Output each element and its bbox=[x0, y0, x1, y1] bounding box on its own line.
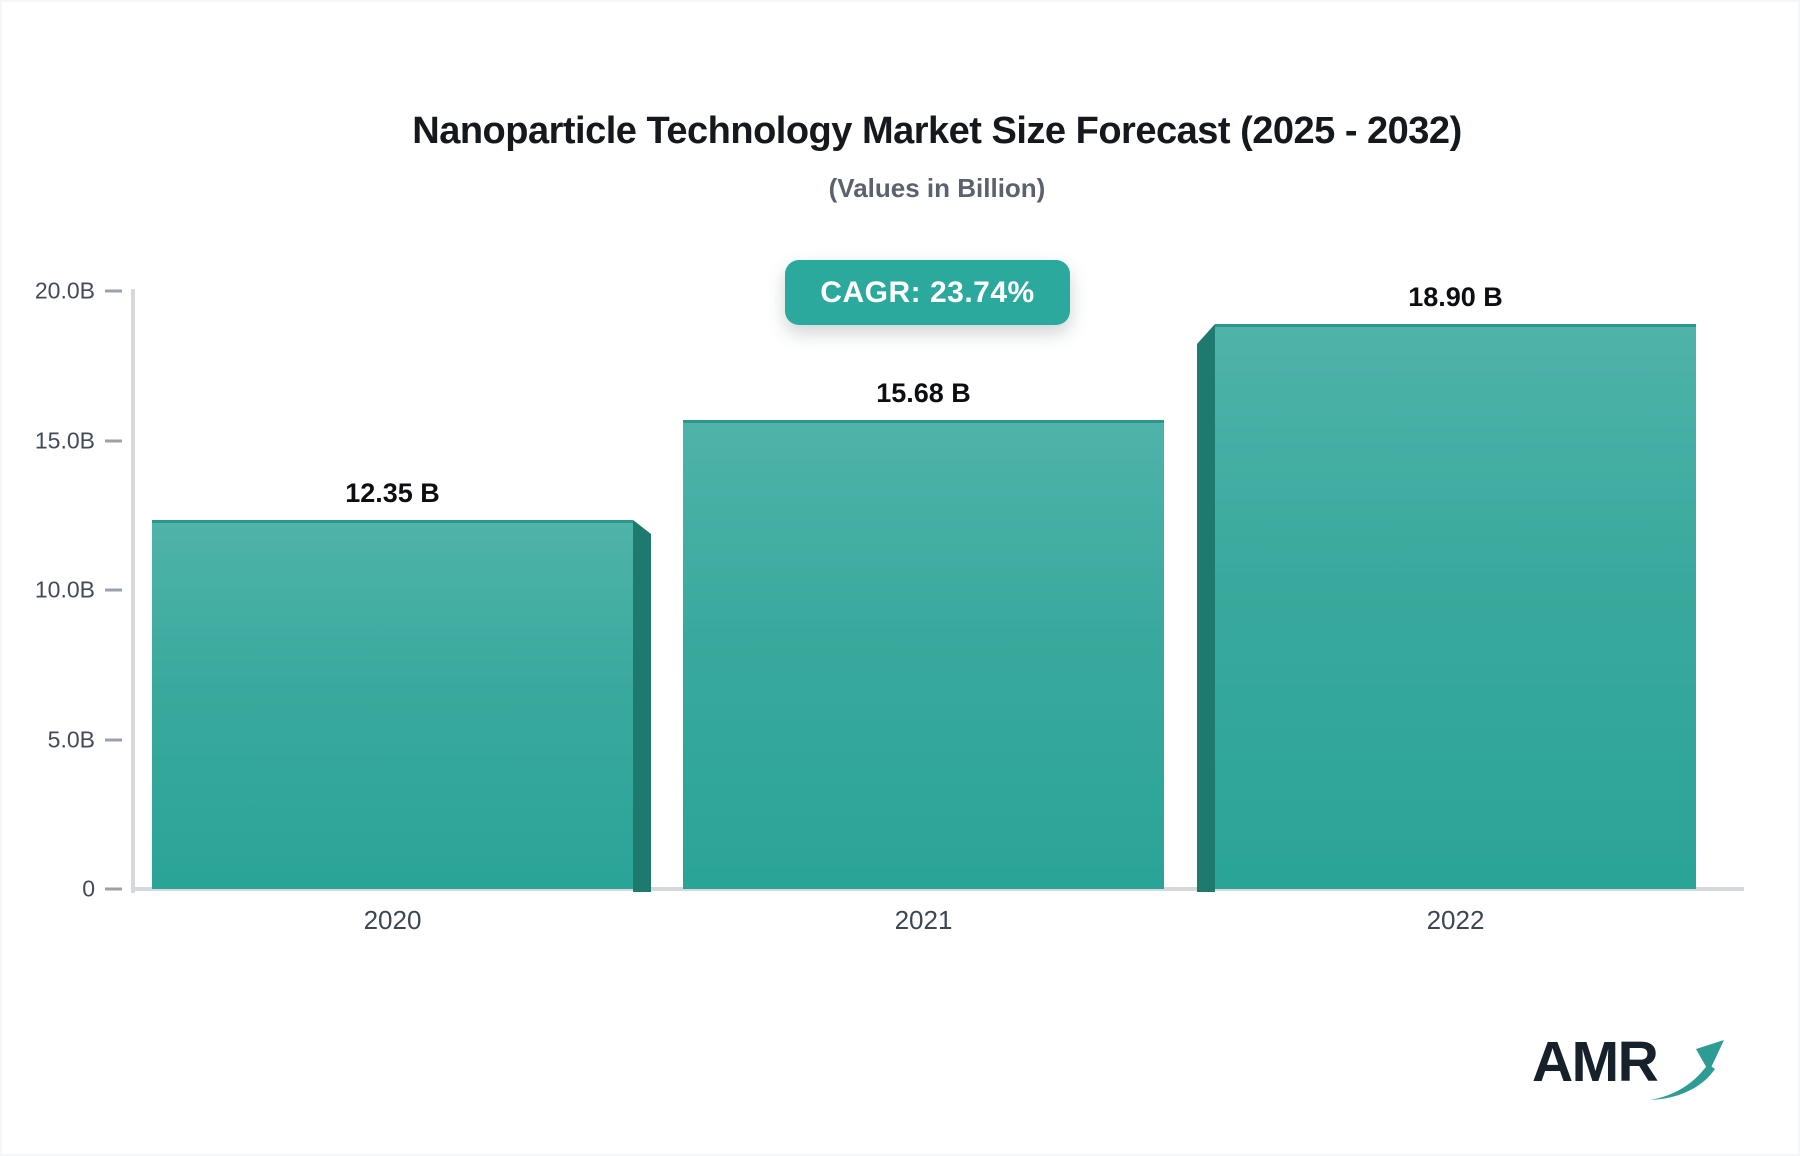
y-tick-label-4: 0 bbox=[82, 875, 95, 902]
chart-header: Nanoparticle Technology Market Size Fore… bbox=[72, 110, 1798, 204]
bar-3d-side-2020 bbox=[633, 520, 651, 892]
x-category-label-2020: 2020 bbox=[363, 905, 422, 935]
bar-2020 bbox=[152, 520, 633, 889]
y-tick-mark-3 bbox=[105, 738, 122, 741]
cagr-badge: CAGR: 23.74% bbox=[785, 260, 1070, 325]
y-tick-mark-0 bbox=[105, 289, 122, 293]
bar-2021 bbox=[683, 420, 1164, 889]
chart-title: Nanoparticle Technology Market Size Fore… bbox=[412, 110, 1462, 152]
y-tick-label-0: 20.0B bbox=[34, 277, 95, 304]
bar-3d-side-2022 bbox=[1197, 324, 1215, 892]
x-category-label-2021: 2021 bbox=[894, 905, 953, 935]
growth-arrow-icon bbox=[1650, 1040, 1725, 1100]
y-tick-mark-1 bbox=[105, 439, 122, 442]
bar-2022 bbox=[1215, 324, 1696, 889]
x-axis-baseline bbox=[131, 887, 1744, 891]
y-tick-mark-4 bbox=[105, 887, 122, 891]
y-tick-label-3: 5.0B bbox=[47, 726, 95, 752]
y-tick-label-1: 15.0B bbox=[34, 427, 95, 453]
bar-value-label-2020: 12.35 B bbox=[345, 478, 440, 508]
y-tick-label-2: 10.0B bbox=[34, 576, 95, 603]
cagr-badge-label: CAGR: 23.74% bbox=[820, 275, 1035, 309]
y-axis-line bbox=[131, 289, 135, 893]
x-category-label-2022: 2022 bbox=[1426, 905, 1485, 935]
chart-subtitle: (Values in Billion) bbox=[828, 173, 1046, 203]
bar-value-label-2021: 15.68 B bbox=[876, 378, 971, 408]
y-tick-mark-2 bbox=[105, 588, 122, 592]
amr-logo: AMR bbox=[1532, 1032, 1727, 1104]
amr-logo-text: AMR bbox=[1532, 1030, 1659, 1094]
bar-value-label-2022: 18.90 B bbox=[1408, 282, 1503, 312]
